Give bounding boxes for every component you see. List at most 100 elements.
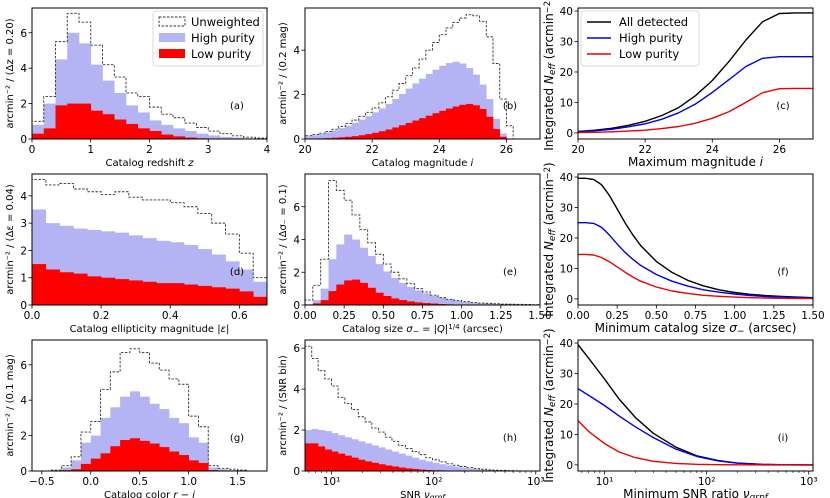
high-purity-bar (139, 396, 150, 471)
low-purity-bar (32, 133, 45, 139)
y-tick-label: 4 (293, 384, 300, 396)
x-tick-label: 1.0 (180, 476, 197, 488)
x-tick-label: 4 (264, 144, 271, 156)
low-purity-bar (71, 469, 82, 471)
low-purity-bar (391, 298, 400, 305)
legend-swatch (159, 33, 185, 42)
low-purity-bar (149, 131, 162, 139)
panel-tag: (i) (778, 433, 789, 444)
series-line-all-detected (578, 344, 813, 466)
low-purity-bar (43, 128, 56, 139)
x-tick-label: 2 (146, 144, 153, 156)
high-purity-bar (472, 468, 480, 471)
legend-label: Unweighted (191, 15, 260, 29)
low-purity-bar (358, 135, 366, 139)
low-purity-bar (446, 108, 454, 139)
high-purity-bar (469, 302, 478, 305)
plot-area-c (578, 12, 813, 134)
low-purity-bar (425, 469, 433, 471)
low-purity-bar (398, 467, 406, 471)
low-purity-bar (324, 449, 332, 471)
high-purity-bar (452, 61, 460, 139)
low-purity-bar (439, 110, 447, 139)
high-purity-bar (375, 264, 384, 305)
panel-f: 0.00 0.25 0.50 0.75 1.00 1.25 1.50 0 10 20 30 40 Min… (542, 162, 825, 337)
panel-tag: (a) (230, 101, 244, 112)
x-tick-label: 0.2 (93, 310, 110, 322)
x-tick-label: 0.0 (24, 310, 41, 322)
high-purity-bar (110, 407, 121, 471)
high-purity-bar (344, 437, 352, 471)
panel-e: 0.00 0.25 0.50 0.75 1.00 1.25 1.50 0 2 4 6 Catalog … (278, 173, 552, 336)
y-tick-label: 10 (560, 97, 573, 109)
x-axis-label: SNR νgrpf (400, 490, 446, 498)
panel-tag: (f) (777, 267, 788, 278)
low-purity-bar (418, 469, 426, 471)
high-purity-bar (418, 459, 426, 471)
panel-d: 0.0 0.2 0.4 0.6 0 1 2 3 4 Catalog ellipticity mag… (5, 173, 268, 335)
y-tick-label: 0 (566, 294, 573, 306)
high-purity-bar (392, 99, 400, 139)
axes-frame (577, 339, 814, 472)
low-purity-bar (372, 132, 380, 139)
high-purity-bar (412, 83, 420, 139)
x-tick-label: 10³ (800, 476, 818, 488)
low-purity-bar (385, 465, 393, 471)
low-purity-bar (406, 301, 415, 305)
low-purity-bar (114, 119, 127, 139)
high-purity-bar (459, 63, 467, 139)
y-tick-label: 2 (20, 245, 27, 257)
low-purity-bar (430, 303, 439, 305)
high-purity-bar (220, 136, 233, 139)
x-tick-label: 0.25 (332, 310, 355, 322)
series-line-all-detected (578, 12, 813, 133)
low-purity-bar (328, 291, 337, 305)
panel-a: 0 1 2 3 4 0 2 4 6 Catalog redshift z arcmin⁻² / (Δ… (5, 7, 271, 169)
panel-c: 20 22 24 26 0 10 20 30 40 Maximum magnitude i Inte… (542, 0, 814, 169)
low-purity-bar (149, 443, 160, 471)
low-purity-bar (110, 446, 121, 471)
y-tick-label: 2 (293, 267, 300, 279)
series-line-low-purity (578, 87, 813, 134)
x-tick-label: 24 (433, 144, 447, 156)
high-purity-bar (338, 128, 346, 139)
y-tick-label: 4 (20, 63, 27, 75)
x-axis-label: Catalog color r − i (104, 490, 195, 498)
x-tick-label: 0.50 (645, 310, 668, 322)
plot-area-b (305, 14, 514, 139)
legend-label: Low purity (191, 47, 251, 61)
y-axis-label: arcmin⁻² / (0.1 mag) (5, 354, 16, 457)
high-purity-bar (383, 271, 392, 305)
low-purity-bar (161, 134, 174, 139)
panel-i: 10¹ 10² 10³ 0 10 20 30 40 Minimum SNR ratio νgrp… (542, 328, 818, 498)
high-purity-bar (446, 299, 455, 305)
low-purity-bar (459, 104, 467, 139)
low-purity-bar (392, 127, 400, 139)
plot-area-g (51, 348, 248, 471)
low-purity-bar (80, 463, 92, 471)
x-tick-label: 0 (29, 144, 36, 156)
y-tick-label: 40 (560, 6, 573, 18)
high-purity-bar (486, 469, 494, 471)
x-axis-label: Catalog magnitude i (372, 158, 474, 169)
y-axis-label: arcmin⁻² / (Δε = 0.04) (5, 184, 16, 295)
x-tick-label: 1.25 (489, 310, 512, 322)
low-purity-bar (378, 131, 386, 139)
low-purity-bar (412, 120, 420, 139)
low-purity-bar (67, 103, 80, 139)
high-purity-bar (358, 441, 366, 471)
axes-frame (304, 339, 541, 472)
low-purity-bar (311, 443, 319, 471)
low-purity-bar (405, 123, 413, 139)
high-purity-bar (312, 300, 321, 305)
y-tick-label: 20 (560, 233, 573, 245)
high-purity-bar (325, 132, 333, 139)
legend-label: High purity (619, 31, 683, 45)
axes-frame (31, 173, 268, 306)
y-tick-label: 30 (560, 37, 573, 49)
x-tick-label: 1.00 (723, 310, 746, 322)
high-purity-bar (399, 93, 407, 139)
high-purity-bar (231, 137, 244, 139)
x-tick-label: 1.25 (762, 310, 785, 322)
high-purity-bar (351, 439, 359, 471)
